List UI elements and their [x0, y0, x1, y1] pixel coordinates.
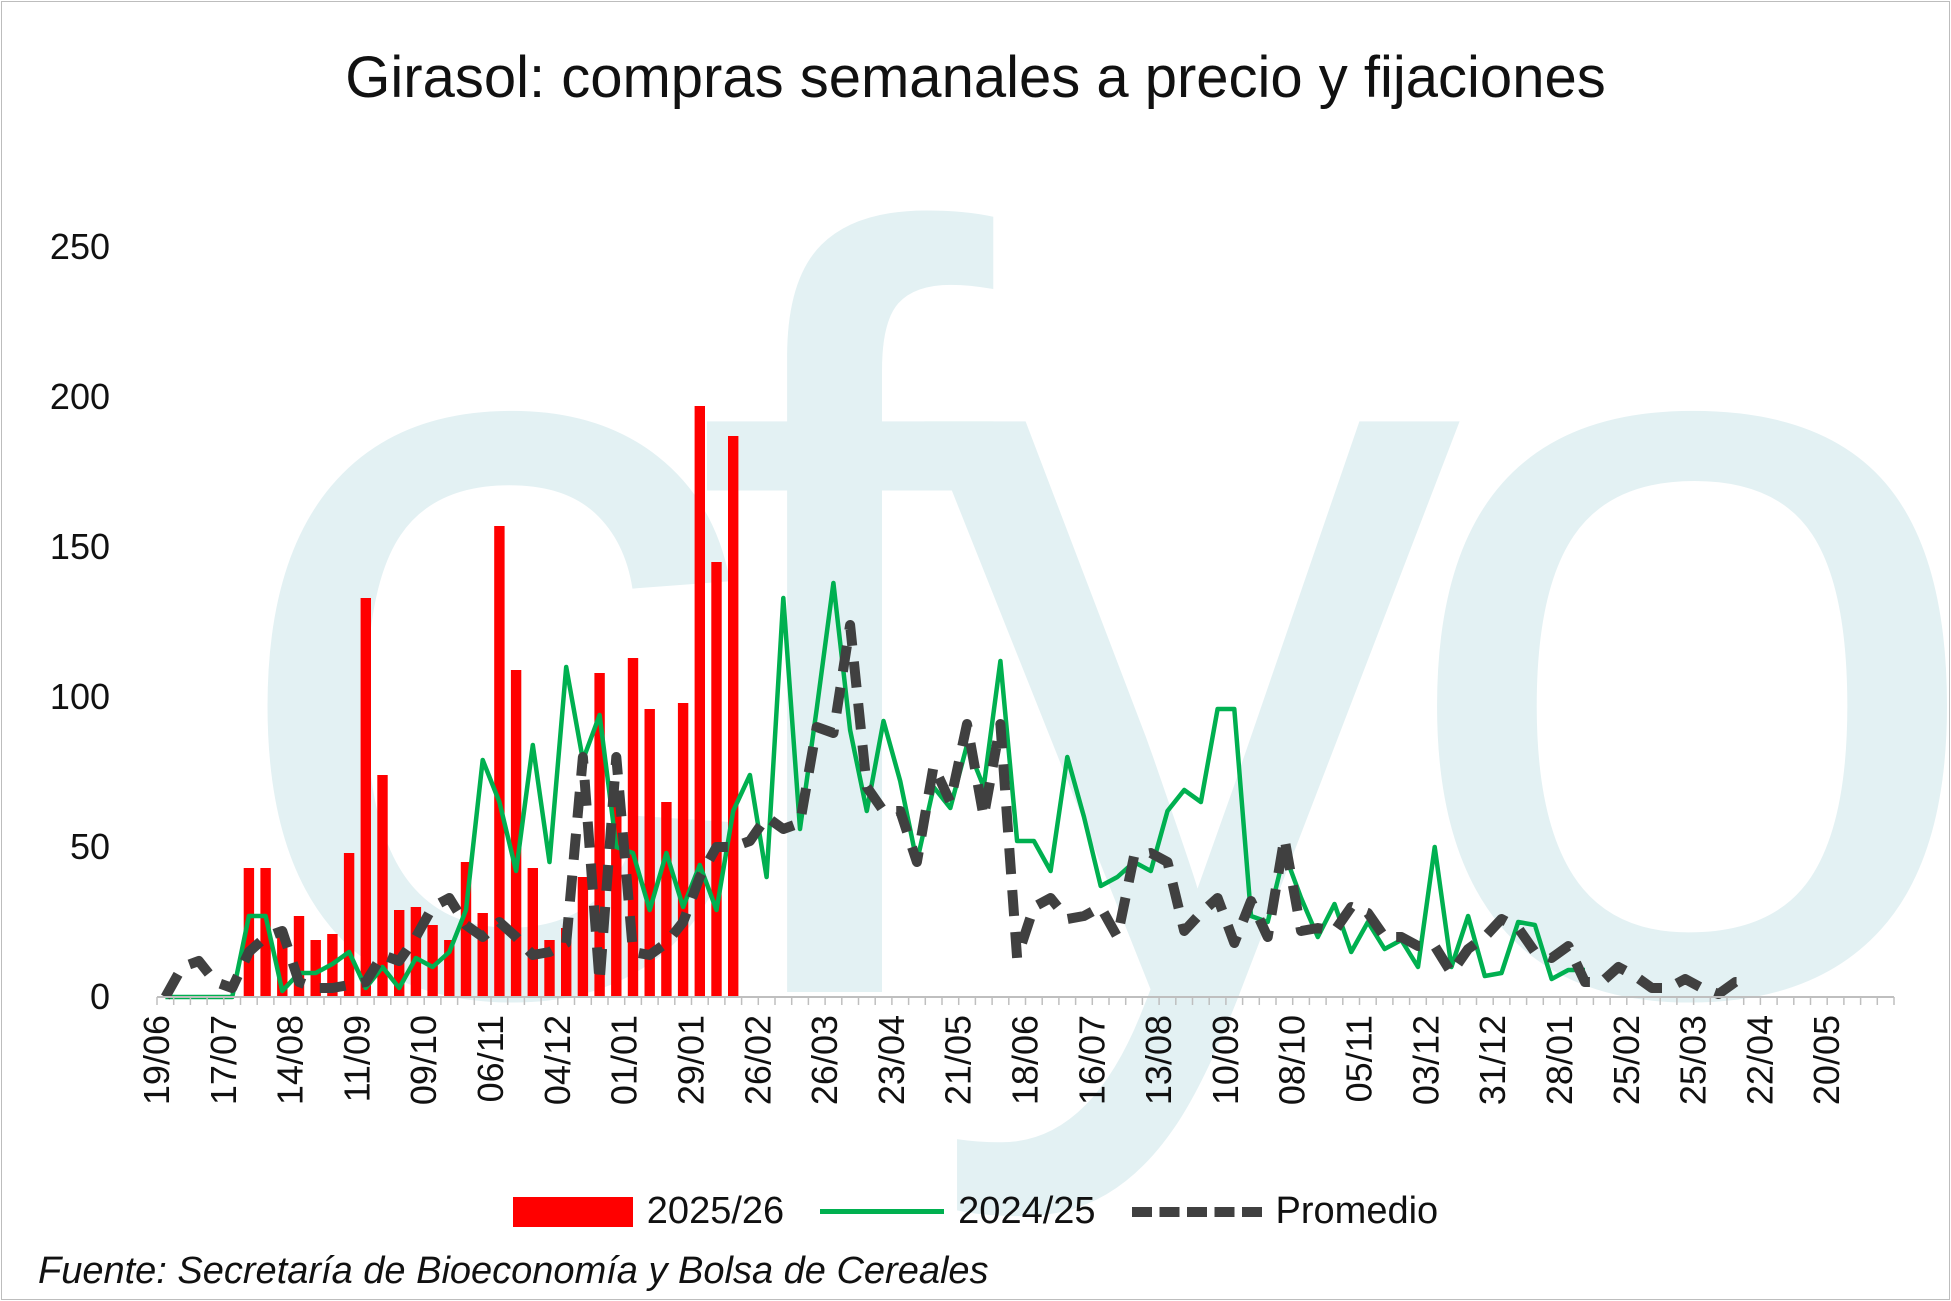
x-tick-label: 11/09: [336, 1015, 377, 1102]
legend: 2025/26 2024/25 Promedio: [2, 1190, 1949, 1233]
bar: [711, 562, 722, 997]
legend-label: 2025/26: [646, 1190, 785, 1232]
x-tick-label: 14/08: [270, 1015, 311, 1105]
bar: [661, 802, 672, 997]
bar-series-2025-26: [243, 406, 739, 997]
x-tick-label: 05/11: [1339, 1015, 1380, 1102]
bar: [360, 598, 371, 997]
y-tick-label: 200: [50, 376, 110, 417]
x-tick-label: 19/06: [136, 1015, 177, 1105]
x-tick-label: 22/04: [1739, 1015, 1780, 1105]
legend-label: Promedio: [1275, 1190, 1439, 1232]
bar: [277, 931, 288, 997]
bar: [527, 868, 538, 997]
x-tick-label: 29/01: [671, 1015, 712, 1105]
x-tick-label: 21/05: [938, 1015, 979, 1105]
x-tick-label: 08/10: [1272, 1015, 1313, 1105]
x-tick-label: 17/07: [203, 1015, 244, 1105]
bar: [310, 940, 321, 997]
line-series: [161, 580, 1752, 1000]
x-tick-label: 28/01: [1539, 1015, 1580, 1105]
legend-item-promedio: Promedio: [1131, 1190, 1439, 1233]
x-tick-label: 10/09: [1205, 1015, 1246, 1105]
bar: [377, 775, 388, 997]
legend-swatch-dashed: [1131, 1206, 1262, 1217]
legend-swatch-line: [820, 1209, 945, 1214]
axes: 0 50 100 150 200 250 19/06 17/07 14/08 11/09 09/10…: [50, 226, 1895, 1105]
bar: [444, 940, 455, 997]
x-tick-label: 25/03: [1673, 1015, 1714, 1105]
bar: [427, 925, 438, 997]
x-tick-label: 06/11: [470, 1015, 511, 1102]
legend-label: 2024/25: [958, 1190, 1096, 1232]
bar: [477, 913, 488, 997]
y-tick-label: 250: [50, 226, 110, 267]
legend-item-2025-26: 2025/26: [512, 1190, 785, 1233]
bar: [494, 526, 505, 997]
bar: [260, 868, 271, 997]
legend-swatch-bar: [512, 1196, 633, 1227]
x-tick-label: 04/12: [537, 1015, 578, 1105]
x-tick-label: 26/03: [804, 1015, 845, 1105]
x-tick-label: 31/12: [1472, 1015, 1513, 1105]
bar: [644, 709, 655, 997]
bar: [510, 670, 522, 997]
x-tick-label: 18/06: [1005, 1015, 1046, 1105]
bar: [611, 793, 622, 997]
bar: [343, 853, 355, 997]
chart-title: Girasol: compras semanales a precio y fi…: [345, 45, 1606, 110]
x-tick-label: 13/08: [1138, 1015, 1179, 1105]
x-tick-label: 03/12: [1405, 1015, 1446, 1105]
watermark-logo: cfyo: [222, 14, 1949, 1228]
bar: [594, 673, 605, 997]
x-tick-label: 01/01: [604, 1015, 645, 1105]
x-tick-label: 09/10: [403, 1015, 444, 1105]
bar: [677, 703, 689, 997]
x-tick-label: 25/02: [1606, 1015, 1647, 1105]
x-tick-label: 23/04: [871, 1015, 912, 1105]
y-tick-label: 150: [50, 526, 110, 567]
bar: [544, 940, 555, 997]
bar: [243, 868, 255, 997]
y-tick-label: 0: [90, 976, 110, 1017]
legend-item-2024-25: 2024/25: [820, 1190, 1096, 1233]
source-note: Fuente: Secretaría de Bioeconomía y Bols…: [38, 1250, 989, 1292]
bar: [577, 877, 589, 997]
x-tick-label: 16/07: [1071, 1015, 1112, 1105]
series-line-promedio: [161, 620, 1752, 1000]
bar: [627, 658, 639, 997]
bar: [410, 907, 422, 997]
bar: [561, 928, 572, 997]
series-line-2024-25: [165, 580, 1585, 1000]
y-tick-label: 50: [70, 826, 110, 867]
bar: [728, 436, 739, 997]
bar: [293, 916, 305, 997]
x-tick-label: 20/05: [1806, 1015, 1847, 1105]
y-tick-label: 100: [50, 676, 110, 717]
bar: [694, 406, 705, 997]
x-tick-label: 26/02: [737, 1015, 778, 1105]
